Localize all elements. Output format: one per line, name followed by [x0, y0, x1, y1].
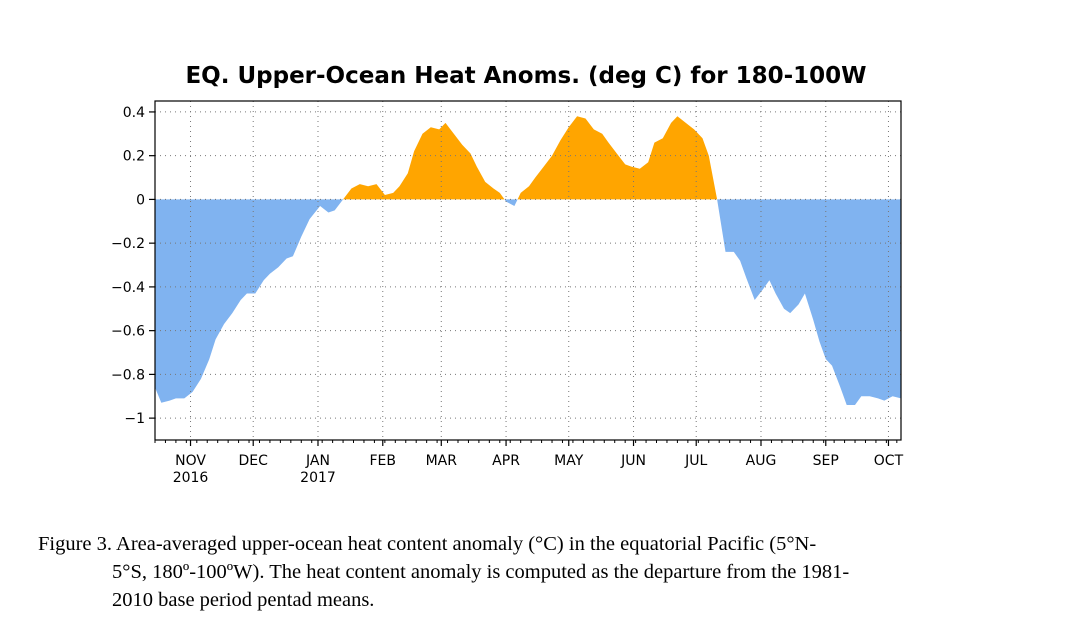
x-month-label: NOV — [175, 453, 206, 469]
y-tick-label: −0.4 — [111, 280, 145, 296]
x-month-label: SEP — [813, 453, 839, 469]
area-layer — [155, 116, 901, 405]
positive-anomaly-area — [343, 122, 505, 200]
x-month-label: FEB — [370, 453, 397, 469]
negative-anomaly-area — [504, 199, 518, 206]
y-tick-label: 0.4 — [123, 105, 145, 121]
negative-anomaly-area — [717, 199, 901, 405]
x-year-label: 2016 — [173, 470, 209, 486]
y-tick-label: 0 — [136, 192, 145, 208]
y-tick-label: −0.8 — [111, 367, 145, 383]
caption-line-2: 5°S, 180º-100ºW). The heat content anoma… — [112, 561, 850, 583]
y-tick-labels: 0.4 0.2 0 −0.2 −0.4 −0.6 −0.8 −1 — [111, 105, 145, 427]
negative-anomaly-area — [155, 199, 344, 403]
plot-frame — [154, 100, 902, 441]
x-month-label: MAR — [426, 453, 458, 469]
y-tick-label: −0.6 — [111, 324, 145, 340]
x-month-label: OCT — [874, 453, 904, 469]
x-month-label: MAY — [554, 453, 584, 469]
x-month-label: DEC — [239, 453, 269, 469]
x-month-label: JAN — [305, 453, 330, 469]
y-tick-label: −0.2 — [111, 236, 145, 252]
caption-line-1: Figure 3. Area-averaged upper-ocean heat… — [38, 533, 817, 555]
x-month-label: APR — [492, 453, 520, 469]
x-month-label: JUN — [620, 453, 646, 469]
heat-anomaly-chart: EQ. Upper-Ocean Heat Anoms. (deg C) for … — [111, 63, 904, 486]
x-month-label: AUG — [746, 453, 777, 469]
x-month-label: JUL — [684, 453, 707, 469]
axes-layer — [149, 100, 902, 446]
caption-line-3: 2010 base period pentad means. — [112, 589, 375, 611]
chart-title: EQ. Upper-Ocean Heat Anoms. (deg C) for … — [185, 63, 866, 89]
figure-caption: Figure 3. Area-averaged upper-ocean heat… — [38, 530, 1038, 614]
positive-anomaly-area — [517, 116, 718, 200]
y-tick-label: −1 — [124, 411, 145, 427]
x-year-label: 2017 — [300, 470, 336, 486]
y-tick-label: 0.2 — [123, 149, 145, 165]
